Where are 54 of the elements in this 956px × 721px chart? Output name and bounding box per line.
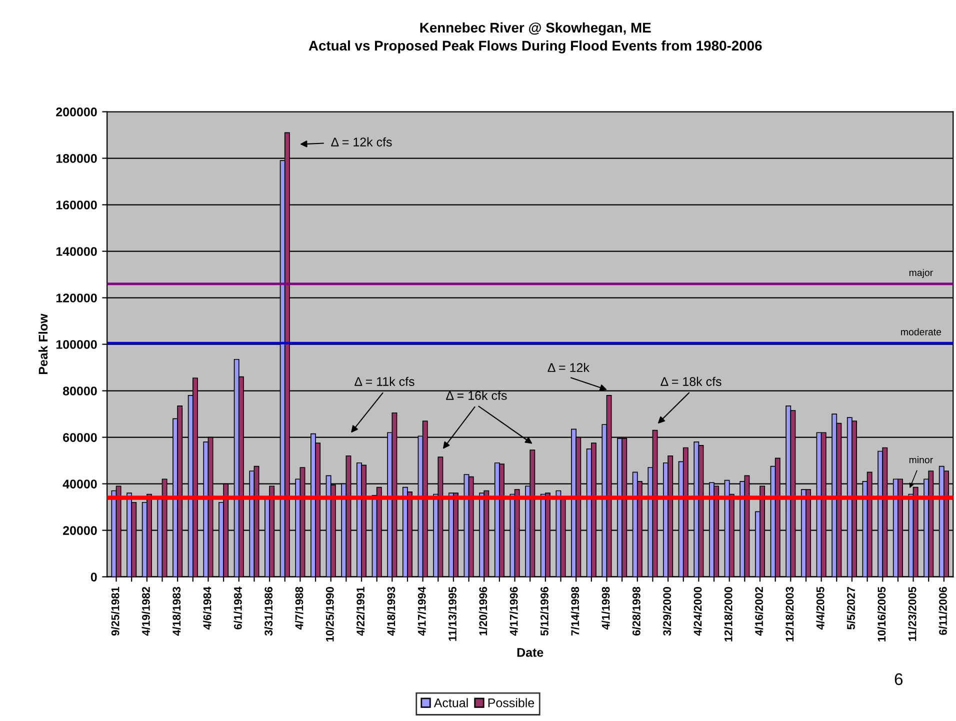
x-tick-label: 6/1/1984 [234,586,242,630]
annotation: Δ = 12k [548,362,590,372]
y-tick-label: 180000 [56,154,97,163]
x-tick-label: 3/31/1986 [264,586,273,636]
x-tick-label: 6/28/1998 [632,586,640,636]
x-tick-label: 4/17/1994 [418,586,426,636]
x-tick-label: 4/1/1998 [602,586,610,630]
chart-title: Kennebec River @ Skowhegan, ME [420,22,651,36]
text: 6 [894,673,903,686]
x-tick-label: 4/24/2000 [694,586,702,636]
legend-label: Possible [488,698,534,708]
x-tick-label: 12/18/2000 [724,586,732,642]
x-tick-label: 5/5/2027 [846,587,856,630]
y-tick-label: 160000 [56,200,97,210]
x-tick-label: 4/16/2002 [754,586,764,636]
y-tick-label: 40000 [62,480,97,488]
x-tick-label: 12/18/2003 [785,586,794,642]
x-tick-label: 4/4/2005 [816,586,824,630]
ref-line-label: major [909,268,933,278]
y-tick-label: 80000 [62,386,97,396]
x-tick-label: 10/25/1990 [326,586,334,642]
y-tick-label: 100000 [56,340,97,349]
ref-line-label: moderate [901,328,942,336]
x-axis-title: Date [517,648,544,657]
ref-line-label: minor [909,456,933,464]
x-tick-label: 6/11/2006 [938,586,948,635]
y-tick-label: 0 [90,572,97,582]
y-tick-label: 140000 [56,247,97,256]
x-tick-label: 4/18/1993 [386,586,396,636]
x-tick-label: 4/6/1984 [203,586,212,630]
x-tick-label: 11/13/1995 [448,586,457,641]
x-tick-label: 4/18/1983 [172,586,181,636]
x-tick-label: 7/14/1998 [570,586,580,636]
x-tick-label: 11/23/2005 [908,586,916,641]
x-tick-label: 9/25/1981 [111,586,120,636]
annotation: Δ = 18k cfs [660,376,722,386]
y-axis-title: Peak Flow [38,314,48,374]
y-tick-label: 60000 [63,433,97,442]
y-tick-label: 200000 [56,108,97,116]
x-tick-label: 3/29/2000 [662,586,672,636]
x-tick-label: 5/12/1996 [540,586,549,636]
annotation: Δ = 16k cfs [446,390,507,400]
x-tick-label: 4/17/1996 [510,586,518,636]
y-tick-label: 20000 [63,526,97,535]
annotation: Δ = 11k cfs [354,376,414,386]
y-tick-label: 120000 [56,294,97,302]
legend-label: Actual [434,698,468,708]
x-tick-label: 4/19/1982 [142,586,150,636]
x-tick-label: 4/22/1991 [356,586,365,636]
x-tick-label: 1/20/1996 [478,586,488,636]
chart-subtitle: Actual vs Proposed Peak Flows During Flood Events from 1980-2006 [308,40,762,54]
x-tick-label: 10/16/2005 [877,586,886,642]
annotation: Δ = 12k cfs [331,137,392,146]
x-tick-label: 4/7/1988 [295,586,304,630]
